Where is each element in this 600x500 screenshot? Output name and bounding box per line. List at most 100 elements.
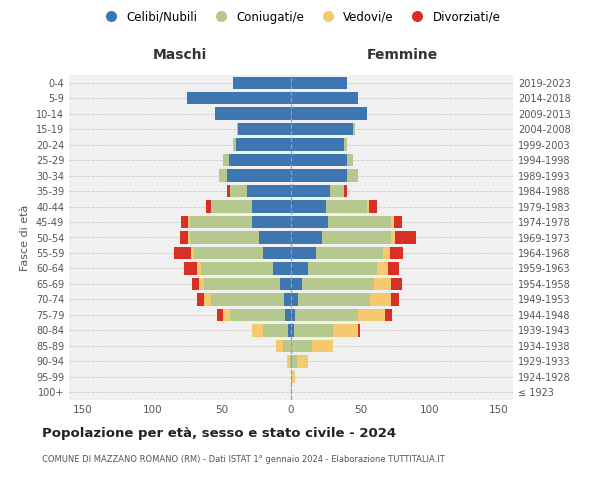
Bar	[358, 324, 361, 336]
Bar	[291, 216, 328, 228]
Bar	[197, 262, 201, 274]
Bar	[290, 355, 291, 368]
Bar	[370, 293, 391, 306]
Bar	[316, 247, 383, 259]
Bar	[391, 278, 402, 290]
Bar	[291, 170, 347, 182]
Bar	[385, 308, 392, 321]
Bar	[259, 232, 291, 243]
Bar	[326, 200, 367, 212]
Bar	[197, 293, 203, 306]
Bar	[223, 154, 229, 166]
Bar	[291, 232, 322, 243]
Bar	[230, 185, 247, 198]
Bar	[344, 138, 347, 151]
Bar	[291, 308, 295, 321]
Bar	[347, 170, 358, 182]
Legend: Celibi/Nubili, Coniugati/e, Vedovi/e, Divorziati/e: Celibi/Nubili, Coniugati/e, Vedovi/e, Di…	[95, 6, 505, 28]
Bar	[383, 247, 389, 259]
Bar	[391, 216, 394, 228]
Bar	[203, 278, 280, 290]
Bar	[180, 232, 188, 243]
Bar	[294, 324, 332, 336]
Bar	[291, 278, 302, 290]
Bar	[288, 324, 291, 336]
Bar	[280, 278, 291, 290]
Bar	[193, 278, 199, 290]
Bar	[252, 200, 291, 212]
Bar	[291, 370, 292, 383]
Bar	[347, 154, 353, 166]
Bar	[312, 340, 332, 352]
Bar	[238, 123, 291, 136]
Text: Popolazione per età, sesso e stato civile - 2024: Popolazione per età, sesso e stato civil…	[42, 428, 396, 440]
Bar	[291, 123, 353, 136]
Bar	[211, 293, 284, 306]
Bar	[203, 293, 211, 306]
Bar	[291, 154, 347, 166]
Bar	[391, 232, 395, 243]
Bar	[215, 108, 291, 120]
Bar	[263, 247, 291, 259]
Bar	[296, 355, 308, 368]
Bar	[353, 123, 355, 136]
Bar	[391, 293, 399, 306]
Bar	[233, 76, 291, 89]
Bar	[217, 308, 223, 321]
Bar	[175, 247, 191, 259]
Bar	[291, 386, 292, 398]
Bar	[233, 138, 235, 151]
Bar	[291, 92, 358, 104]
Bar	[181, 216, 188, 228]
Bar	[201, 262, 273, 274]
Bar	[295, 308, 358, 321]
Y-axis label: Fasce di età: Fasce di età	[20, 204, 30, 270]
Bar	[322, 232, 391, 243]
Bar	[206, 200, 211, 212]
Bar	[330, 185, 344, 198]
Bar	[394, 216, 402, 228]
Bar	[237, 123, 238, 136]
Bar	[252, 324, 263, 336]
Bar	[211, 200, 252, 212]
Bar	[332, 324, 358, 336]
Bar	[291, 247, 316, 259]
Bar	[367, 200, 368, 212]
Bar	[298, 293, 370, 306]
Text: COMUNE DI MAZZANO ROMANO (RM) - Dati ISTAT 1° gennaio 2024 - Elaborazione TUTTIT: COMUNE DI MAZZANO ROMANO (RM) - Dati IST…	[42, 455, 445, 464]
Bar	[184, 262, 197, 274]
Bar	[291, 138, 344, 151]
Bar	[291, 76, 347, 89]
Bar	[229, 154, 291, 166]
Bar	[273, 262, 291, 274]
Text: Femmine: Femmine	[367, 48, 437, 62]
Bar	[194, 247, 263, 259]
Bar	[283, 340, 291, 352]
Bar	[252, 216, 291, 228]
Bar	[190, 232, 259, 243]
Bar	[287, 355, 290, 368]
Bar	[235, 138, 291, 151]
Bar	[291, 262, 308, 274]
Bar	[389, 247, 403, 259]
Bar	[291, 355, 296, 368]
Bar	[291, 200, 326, 212]
Bar	[276, 340, 283, 352]
Bar	[308, 262, 377, 274]
Bar	[230, 308, 286, 321]
Bar	[291, 185, 330, 198]
Bar	[369, 200, 377, 212]
Bar	[302, 278, 374, 290]
Bar	[188, 216, 190, 228]
Bar	[219, 170, 227, 182]
Bar	[291, 324, 294, 336]
Bar	[247, 185, 291, 198]
Bar	[374, 278, 391, 290]
Bar	[291, 108, 367, 120]
Bar	[388, 262, 399, 274]
Bar	[223, 308, 230, 321]
Bar	[227, 170, 291, 182]
Bar	[263, 324, 288, 336]
Bar	[292, 370, 295, 383]
Bar	[395, 232, 416, 243]
